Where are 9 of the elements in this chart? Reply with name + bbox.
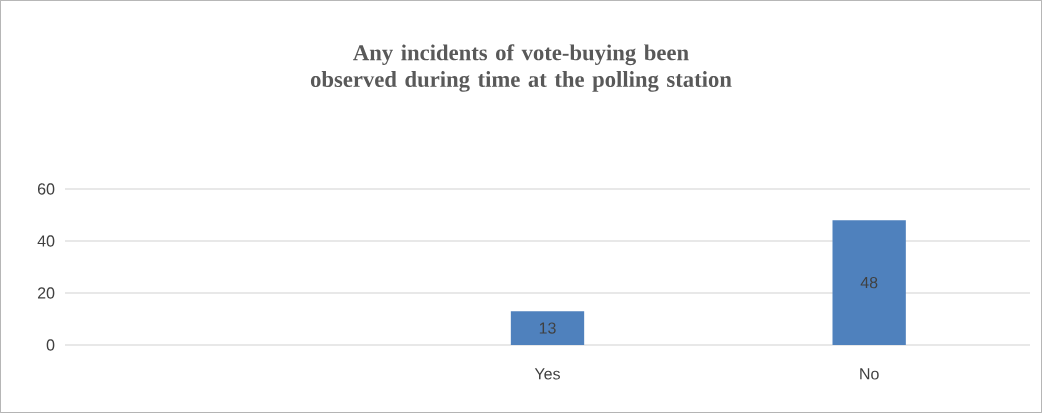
data-label: 48: [860, 276, 878, 289]
y-tick-label: 20: [37, 287, 55, 299]
x-tick-label: No: [860, 368, 879, 380]
y-tick-label: 60: [37, 183, 55, 195]
data-label: 13: [539, 322, 556, 334]
y-tick-label: 0: [46, 339, 55, 351]
chart-title: Any incidents of vote-buying been observed during time at the polling station: [310, 44, 732, 92]
x-tick-label: Yes: [534, 368, 560, 380]
y-tick-label: 40: [37, 235, 55, 247]
